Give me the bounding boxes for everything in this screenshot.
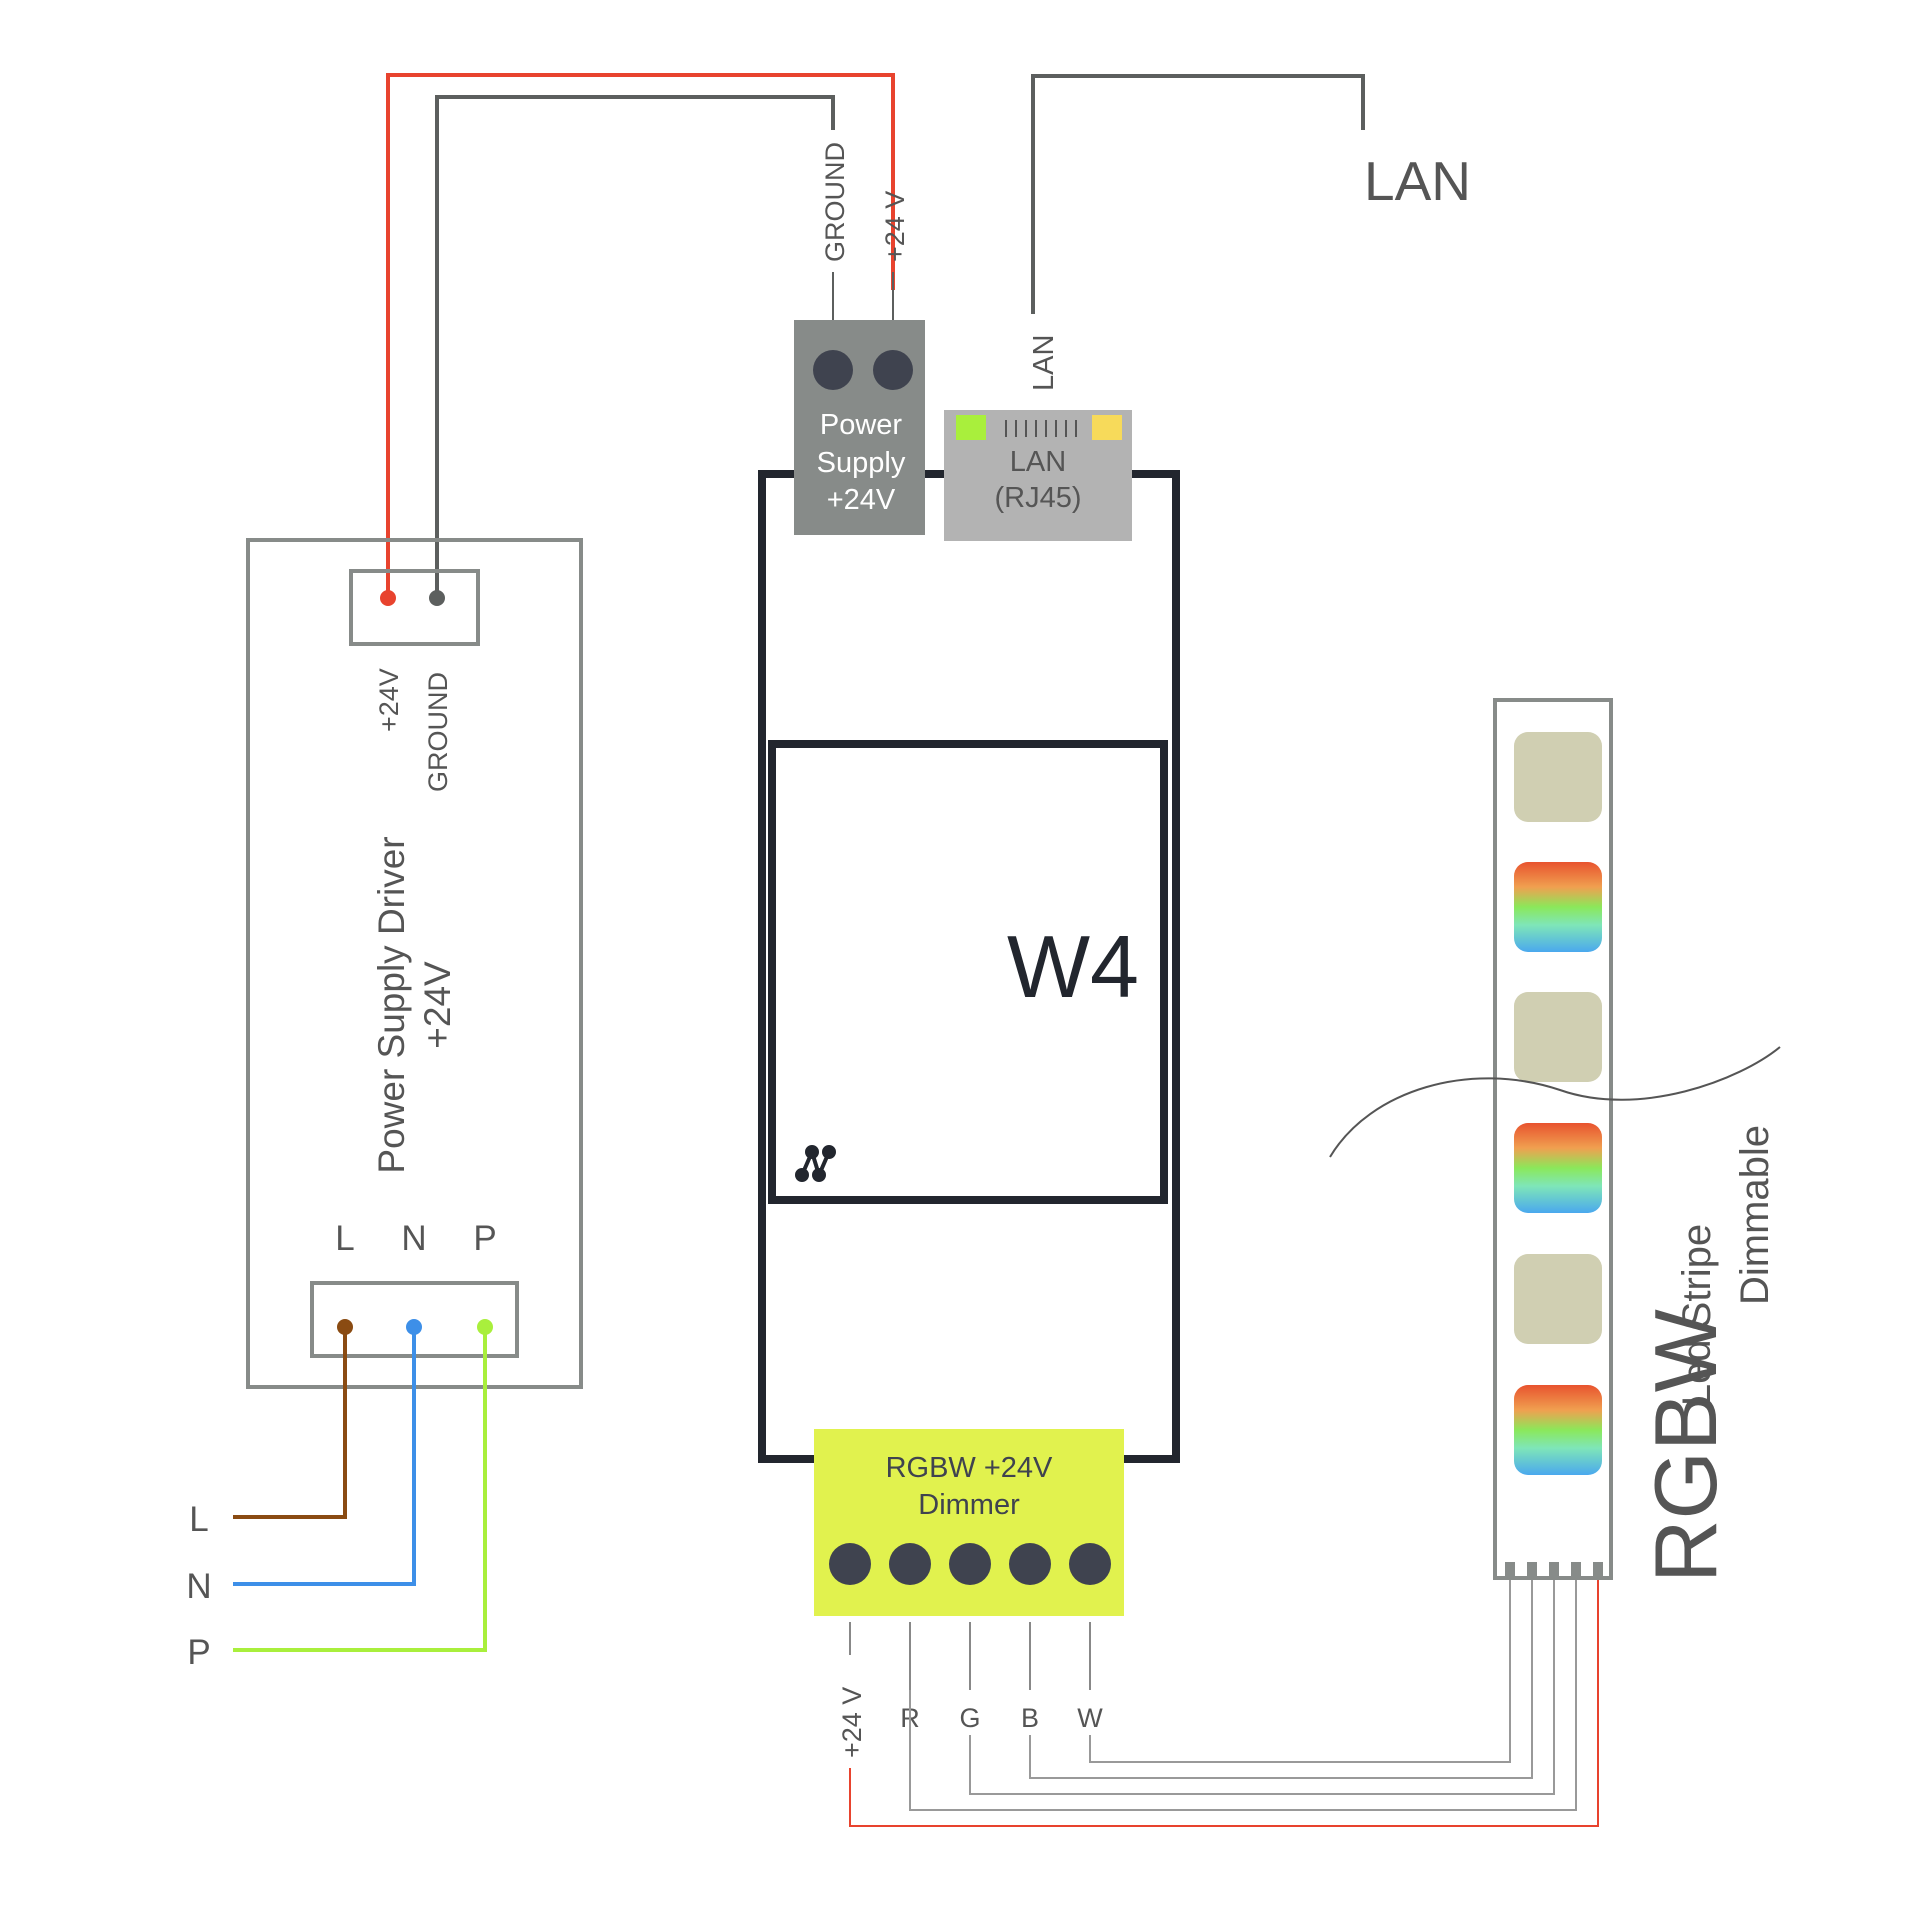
strip-small-line2: Dimmable — [1733, 1125, 1777, 1305]
power-supply-driver: +24V GROUND Power Supply Driver +24V L N… — [246, 538, 583, 1389]
lan-wire — [1031, 74, 1365, 314]
dimmer-out-plus-label: +24 V — [837, 1687, 867, 1758]
w4-lan-wire-label: LAN — [1028, 335, 1060, 391]
psu-output-ground-dot — [429, 590, 445, 606]
dimmer-out-w-label: W — [1077, 1703, 1103, 1733]
psu-title-line1: Power Supply Driver — [371, 836, 412, 1173]
w4-power-wire-plus-label: +24 V — [880, 191, 910, 262]
psu-input-n-label: N — [401, 1219, 426, 1258]
led-rgb-2 — [1514, 1123, 1602, 1213]
led-strip — [1493, 698, 1613, 1580]
w4-lan-block-line1: LAN — [1010, 446, 1066, 478]
led-rgb-3 — [1514, 1385, 1602, 1475]
led-strip-pads — [1505, 1562, 1603, 1576]
psu-housing — [246, 538, 583, 1389]
psu-output-ground-label: GROUND — [423, 672, 453, 792]
w4-controller: W4 Power Supply +24V GROUND +24 V — [758, 142, 1180, 1616]
brand-logo-icon — [795, 1145, 836, 1182]
w4-front-panel — [768, 740, 1168, 1204]
psu-title-line2: +24V — [417, 961, 458, 1049]
dimmer-out-b-label: B — [1021, 1703, 1039, 1733]
mains-p-label: P — [187, 1633, 210, 1672]
psu-output-plus-label: +24V — [374, 668, 404, 732]
dimmer-terminal-g — [949, 1543, 991, 1585]
w4-name: W4 — [1007, 917, 1139, 1016]
w4-power-block-line1: Power — [820, 409, 903, 441]
dimmer-output-stubs — [849, 1622, 1091, 1690]
ground-wire — [435, 95, 835, 600]
plus24v-wire — [386, 73, 895, 600]
psu-input-l-label: L — [335, 1219, 354, 1258]
strip-small-line1: Led Stripe — [1675, 1224, 1719, 1406]
lan-network-label: LAN — [1364, 150, 1471, 212]
strip-big-label: RGBW — [1636, 1309, 1735, 1583]
lan-activity-led — [1092, 415, 1122, 440]
mains-l-label: L — [189, 1500, 208, 1539]
w4-power-block-line2: Supply — [817, 447, 906, 479]
dimmer-terminal-plus — [829, 1543, 871, 1585]
strip-cut-line — [1329, 1046, 1781, 1158]
psu-output-plus-dot — [380, 590, 396, 606]
w4-power-terminal-ground — [813, 350, 853, 390]
dimmer-terminal-b — [1009, 1543, 1051, 1585]
w4-dimmer-line2: Dimmer — [918, 1489, 1020, 1521]
dimmer-terminal-r — [889, 1543, 931, 1585]
strip-w-wire — [1089, 1578, 1511, 1763]
led-white-2 — [1514, 992, 1602, 1082]
mains-p-wire — [233, 1327, 487, 1652]
w4-power-terminal-plus — [873, 350, 913, 390]
w4-power-block-line3: +24V — [827, 484, 896, 516]
dimmer-out-g-label: G — [959, 1703, 980, 1733]
w4-dimmer-line1: RGBW +24V — [886, 1452, 1053, 1484]
led-white-1 — [1514, 732, 1602, 822]
strip-plus-wire — [849, 1578, 1599, 1827]
strip-b-wire — [1029, 1578, 1533, 1779]
lan-link-led — [956, 415, 986, 440]
w4-power-wire-ground-label: GROUND — [820, 142, 850, 262]
w4-lan-block-line2: (RJ45) — [994, 482, 1081, 514]
psu-output-terminal — [349, 569, 480, 646]
dimmer-terminal-w — [1069, 1543, 1111, 1585]
psu-input-p-label: P — [473, 1219, 496, 1258]
mains-n-wire — [233, 1327, 416, 1586]
strip-r-wire — [909, 1578, 1577, 1811]
led-rgb-1 — [1514, 862, 1602, 952]
mains-n-label: N — [186, 1567, 211, 1606]
strip-g-wire — [969, 1578, 1555, 1795]
mains-l-wire — [233, 1327, 347, 1519]
lan-pins — [1005, 420, 1077, 437]
led-white-3 — [1514, 1254, 1602, 1344]
